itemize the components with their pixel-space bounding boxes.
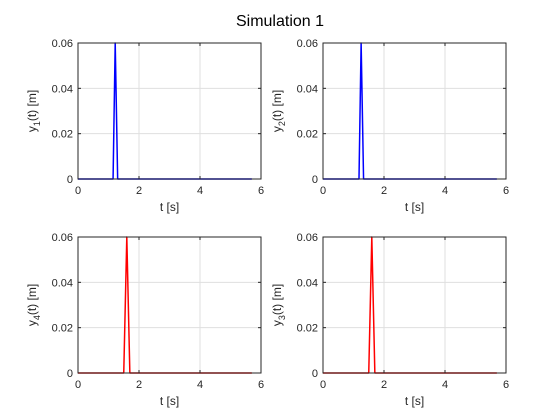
y-tick-label: 0 — [67, 174, 73, 186]
x-axis-label: t [s] — [405, 394, 424, 408]
x-tick-label: 0 — [320, 379, 326, 391]
y-tick-label: 0 — [312, 368, 318, 380]
subplot-3: 0 2 4 6 0 0.02 0.04 0.06 t [s] y4(t) [m] — [25, 232, 264, 408]
y-tick-label: 0.02 — [297, 323, 318, 335]
y-tick-label: 0.04 — [297, 83, 318, 95]
x-tick-label: 2 — [381, 379, 387, 391]
y-tick-label: 0.04 — [52, 83, 73, 95]
y-tick-label: 0.06 — [297, 38, 318, 50]
axes-background — [78, 237, 261, 373]
axes-frame — [322, 236, 507, 374]
x-axis-label: t [s] — [160, 200, 179, 214]
y-tick-label: 0.02 — [297, 129, 318, 141]
x-tick-label: 0 — [75, 185, 81, 197]
y-tick-label: 0.06 — [52, 38, 73, 50]
y-axis-label: y1(t) [m] — [25, 90, 42, 132]
figure-title: Simulation 1 — [236, 13, 324, 30]
x-tick-label: 2 — [381, 185, 387, 197]
y-axis-label: y4(t) [m] — [25, 284, 42, 326]
x-tick-label: 2 — [136, 185, 142, 197]
y-tick-label: 0.04 — [52, 277, 73, 289]
x-axis-label: t [s] — [160, 394, 179, 408]
y-tick-label: 0.02 — [52, 129, 73, 141]
x-tick-label: 2 — [136, 379, 142, 391]
y-tick-label: 0.06 — [52, 232, 73, 244]
x-tick-label: 4 — [197, 379, 203, 391]
x-tick-label: 6 — [503, 185, 509, 197]
axes-background — [323, 237, 506, 373]
subplot-2: 0 2 4 6 0 0.02 0.04 0.06 t [s] y2(t) [m] — [270, 38, 509, 214]
x-tick-label: 6 — [503, 379, 509, 391]
x-tick-label: 0 — [75, 379, 81, 391]
y-tick-label: 0.02 — [52, 323, 73, 335]
y-tick-label: 0.06 — [297, 232, 318, 244]
axes-background — [323, 43, 506, 179]
y-axis-label: y2(t) [m] — [270, 90, 287, 132]
y-tick-label: 0.04 — [297, 277, 318, 289]
x-tick-label: 4 — [442, 185, 448, 197]
x-axis-label: t [s] — [405, 200, 424, 214]
y-tick-label: 0 — [312, 174, 318, 186]
y-axis-label: y3(t) [m] — [270, 284, 287, 326]
x-tick-label: 4 — [197, 185, 203, 197]
x-tick-label: 6 — [258, 185, 264, 197]
axes-frame — [77, 42, 262, 180]
x-tick-label: 4 — [442, 379, 448, 391]
x-tick-label: 0 — [320, 185, 326, 197]
y-tick-label: 0 — [67, 368, 73, 380]
subplot-1: 0 2 4 6 0 0.02 0.04 0.06 t [s] y1(t) [m] — [25, 38, 264, 214]
subplots: 0 2 4 6 0 0.02 0.04 0.06 t [s] y1(t) [m] 0 2 4 6 0 0.02… — [25, 38, 509, 408]
axes-background — [78, 43, 261, 179]
axes-frame — [77, 236, 262, 374]
axes-frame — [322, 42, 507, 180]
subplot-4: 0 2 4 6 0 0.02 0.04 0.06 t [s] y3(t) [m] — [270, 232, 509, 408]
x-tick-label: 6 — [258, 379, 264, 391]
